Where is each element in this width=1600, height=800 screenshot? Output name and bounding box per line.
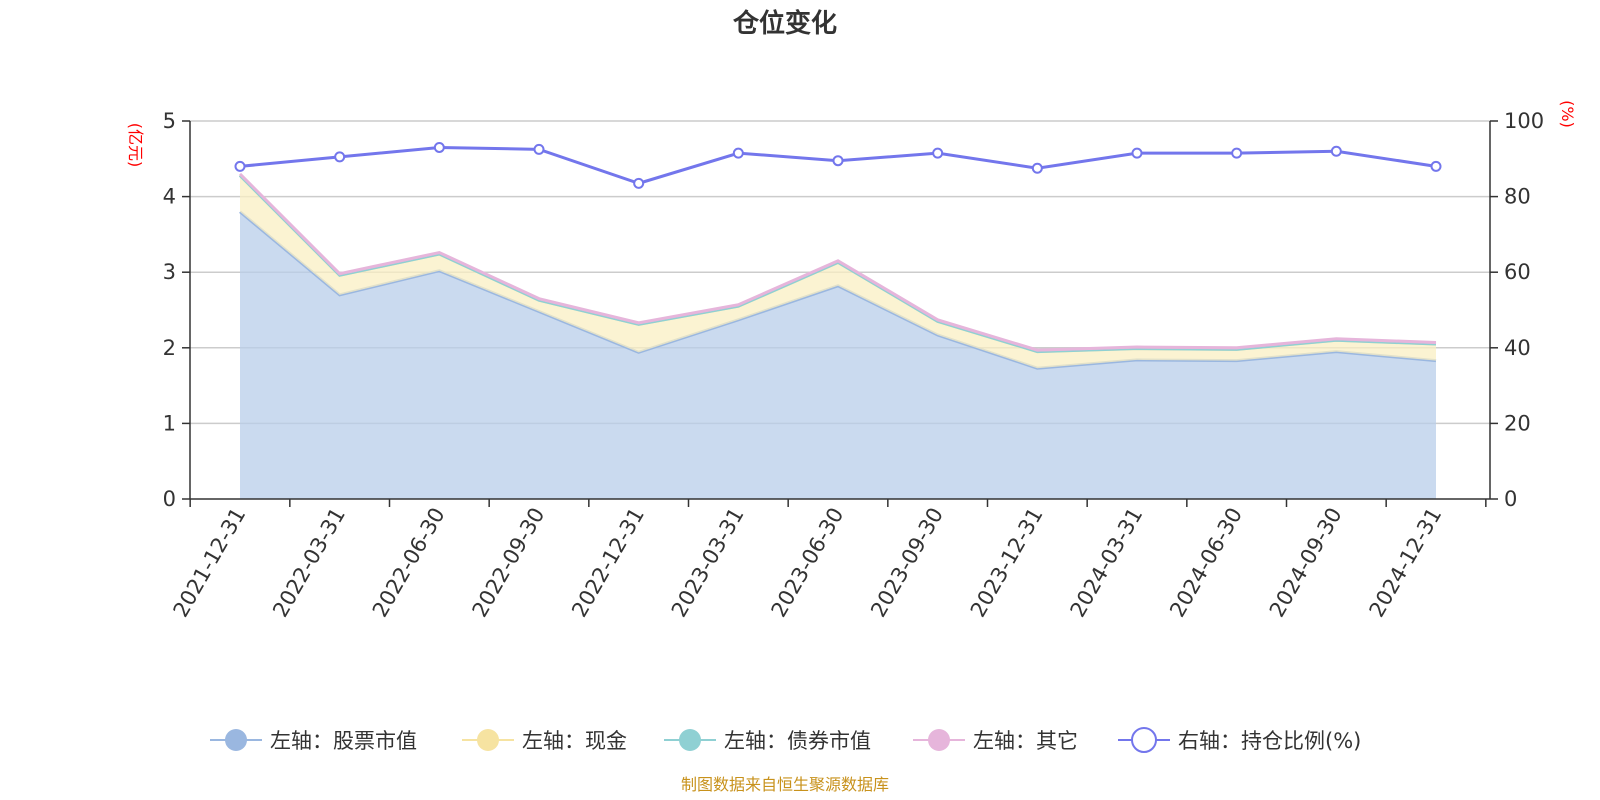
legend: 左轴：股票市值 左轴：现金 左轴：债券市值 左轴：其它 右轴：持仓比例(%) — [210, 727, 1361, 753]
left-axis-tick-label: 3 — [163, 260, 176, 284]
x-axis-tick-label: 2022-09-30 — [468, 504, 550, 622]
left-axis-tick-label: 5 — [163, 109, 176, 133]
ratio-point — [1231, 147, 1243, 159]
x-axis-tick-label: 2023-03-31 — [667, 504, 749, 622]
ratio-point — [1330, 145, 1342, 157]
legend-label: 右轴：持仓比例(%) — [1178, 729, 1361, 753]
legend-marker — [477, 729, 499, 751]
left-axis-unit: (亿元) — [126, 123, 145, 168]
x-axis-tick-label: 2024-09-30 — [1265, 504, 1347, 622]
stacked-areas — [238, 172, 1437, 499]
area-左轴：股票市值 — [240, 211, 1436, 499]
right-axis-tick-label: 0 — [1504, 487, 1517, 511]
ratio-point — [932, 147, 944, 159]
data-source-note: 制图数据来自恒生聚源数据库 — [681, 775, 889, 794]
legend-marker — [679, 729, 701, 751]
ratio-point — [1131, 147, 1143, 159]
x-axis-tick-label: 2024-03-31 — [1066, 504, 1148, 622]
x-axis-tick-label: 2023-06-30 — [767, 504, 849, 622]
legend-marker — [1131, 727, 1157, 753]
x-axis-tick-label: 2022-12-31 — [567, 504, 649, 622]
left-axis-tick-label: 0 — [163, 487, 176, 511]
legend-label: 左轴：其它 — [973, 729, 1078, 753]
x-axis-tick-label: 2022-06-30 — [368, 504, 450, 622]
ratio-point — [1430, 160, 1442, 172]
legend-marker — [225, 729, 247, 751]
right-axis-tick-label: 60 — [1504, 260, 1531, 284]
x-axis-tick-label: 2023-09-30 — [866, 504, 948, 622]
ratio-point — [1031, 162, 1043, 174]
ratio-point — [234, 160, 246, 172]
right-axis-unit: (%) — [1558, 100, 1577, 128]
line-左轴：其它 — [238, 172, 1437, 352]
right-axis-tick-label: 40 — [1504, 336, 1531, 360]
x-axis-tick-label: 2023-12-31 — [966, 504, 1048, 622]
right-axis-tick-label: 80 — [1504, 185, 1531, 209]
legend-marker — [928, 729, 950, 751]
x-axis-tick-label: 2021-12-31 — [169, 504, 251, 622]
left-axis-tick-label: 2 — [163, 336, 176, 360]
x-axis-tick-label: 2024-06-30 — [1165, 504, 1247, 622]
left-axis-tick-label: 4 — [163, 185, 176, 209]
ratio-point — [533, 143, 545, 155]
ratio-point — [732, 147, 744, 159]
right-axis-tick-label: 20 — [1504, 411, 1531, 435]
chart-title: 仓位变化 — [732, 8, 837, 39]
x-axis-tick-label: 2022-03-31 — [268, 504, 350, 622]
legend-label: 左轴：债券市值 — [724, 729, 871, 753]
ratio-point — [433, 141, 445, 153]
ratio-point — [334, 151, 346, 163]
right-axis-tick-label: 100 — [1504, 109, 1544, 133]
area-左轴：现金 — [240, 175, 1436, 369]
x-axis-tick-label: 2024-12-31 — [1365, 504, 1447, 622]
legend-label: 左轴：股票市值 — [270, 729, 417, 753]
ratio-point — [633, 177, 645, 189]
ratio-series — [234, 141, 1442, 189]
legend-label: 左轴：现金 — [522, 729, 627, 753]
left-axis-tick-label: 1 — [163, 411, 176, 435]
ratio-point — [832, 155, 844, 167]
